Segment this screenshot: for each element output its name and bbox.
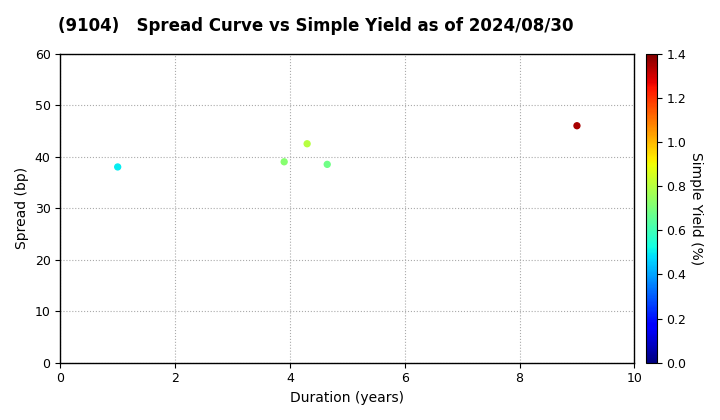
Point	[571, 122, 582, 129]
Point	[279, 158, 290, 165]
X-axis label: Duration (years): Duration (years)	[290, 391, 405, 405]
Text: (9104)   Spread Curve vs Simple Yield as of 2024/08/30: (9104) Spread Curve vs Simple Yield as o…	[58, 17, 573, 35]
Y-axis label: Spread (bp): Spread (bp)	[15, 167, 29, 249]
Y-axis label: Simple Yield (%): Simple Yield (%)	[689, 152, 703, 265]
Point	[112, 163, 123, 170]
Point	[302, 140, 313, 147]
Point	[321, 161, 333, 168]
